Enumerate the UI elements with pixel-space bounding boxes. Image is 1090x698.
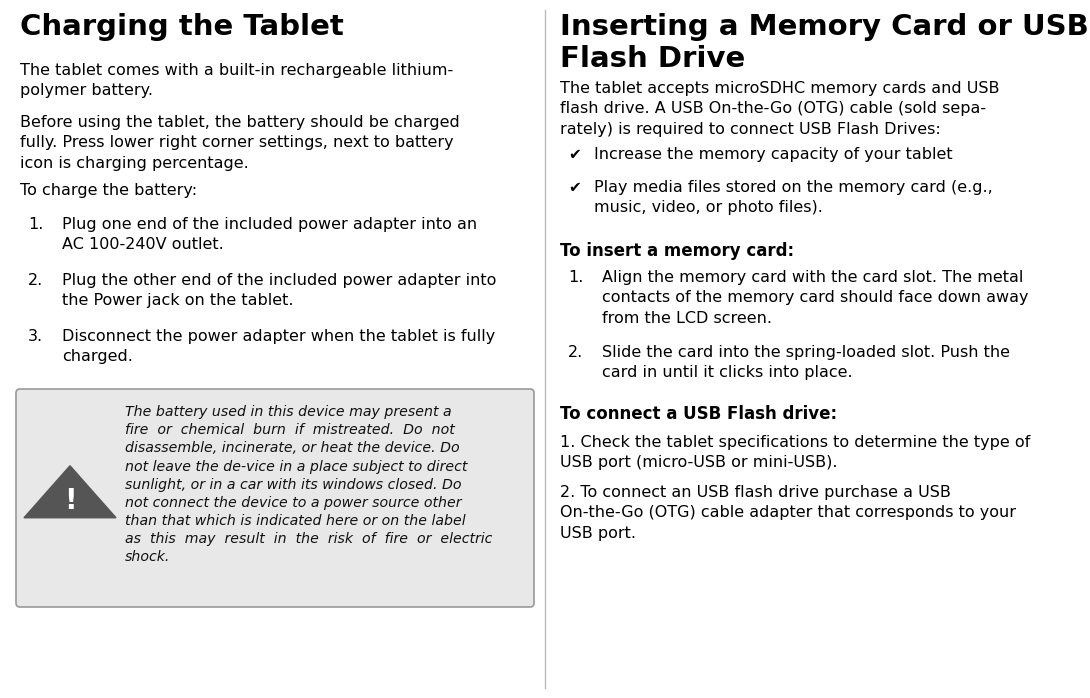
Text: !: !	[63, 487, 76, 514]
Text: The tablet accepts microSDHC memory cards and USB
flash drive. A USB On-the-Go (: The tablet accepts microSDHC memory card…	[560, 81, 1000, 137]
Polygon shape	[24, 466, 116, 518]
Text: Before using the tablet, the battery should be charged
fully. Press lower right : Before using the tablet, the battery sho…	[20, 115, 460, 171]
Text: 2. To connect an USB flash drive purchase a USB
On-the-Go (OTG) cable adapter th: 2. To connect an USB flash drive purchas…	[560, 485, 1016, 541]
Text: The tablet comes with a built-in rechargeable lithium-
polymer battery.: The tablet comes with a built-in recharg…	[20, 63, 453, 98]
Text: To connect a USB Flash drive:: To connect a USB Flash drive:	[560, 405, 837, 423]
FancyBboxPatch shape	[16, 389, 534, 607]
Text: Align the memory card with the card slot. The metal
contacts of the memory card : Align the memory card with the card slot…	[602, 270, 1029, 326]
Text: 2.: 2.	[28, 273, 44, 288]
Text: To charge the battery:: To charge the battery:	[20, 183, 197, 198]
Text: 1.: 1.	[568, 270, 583, 285]
Text: Plug one end of the included power adapter into an
AC 100-240V outlet.: Plug one end of the included power adapt…	[62, 217, 477, 253]
Text: Charging the Tablet: Charging the Tablet	[20, 13, 343, 41]
Text: 2.: 2.	[568, 345, 583, 360]
Text: ✔: ✔	[568, 180, 581, 195]
Text: 3.: 3.	[28, 329, 44, 344]
Text: Slide the card into the spring-loaded slot. Push the
card in until it clicks int: Slide the card into the spring-loaded sl…	[602, 345, 1010, 380]
Text: 1.: 1.	[28, 217, 44, 232]
Text: ✔: ✔	[568, 147, 581, 162]
Text: Disconnect the power adapter when the tablet is fully
charged.: Disconnect the power adapter when the ta…	[62, 329, 495, 364]
Text: The battery used in this device may present a
fire  or  chemical  burn  if  mist: The battery used in this device may pres…	[125, 405, 493, 565]
Text: Inserting a Memory Card or USB
Flash Drive: Inserting a Memory Card or USB Flash Dri…	[560, 13, 1089, 73]
Text: To insert a memory card:: To insert a memory card:	[560, 242, 795, 260]
Text: 1. Check the tablet specifications to determine the type of
USB port (micro-USB : 1. Check the tablet specifications to de…	[560, 435, 1030, 470]
Text: Increase the memory capacity of your tablet: Increase the memory capacity of your tab…	[594, 147, 953, 162]
Text: Play media files stored on the memory card (e.g.,
music, video, or photo files).: Play media files stored on the memory ca…	[594, 180, 993, 216]
Text: Plug the other end of the included power adapter into
the Power jack on the tabl: Plug the other end of the included power…	[62, 273, 496, 309]
